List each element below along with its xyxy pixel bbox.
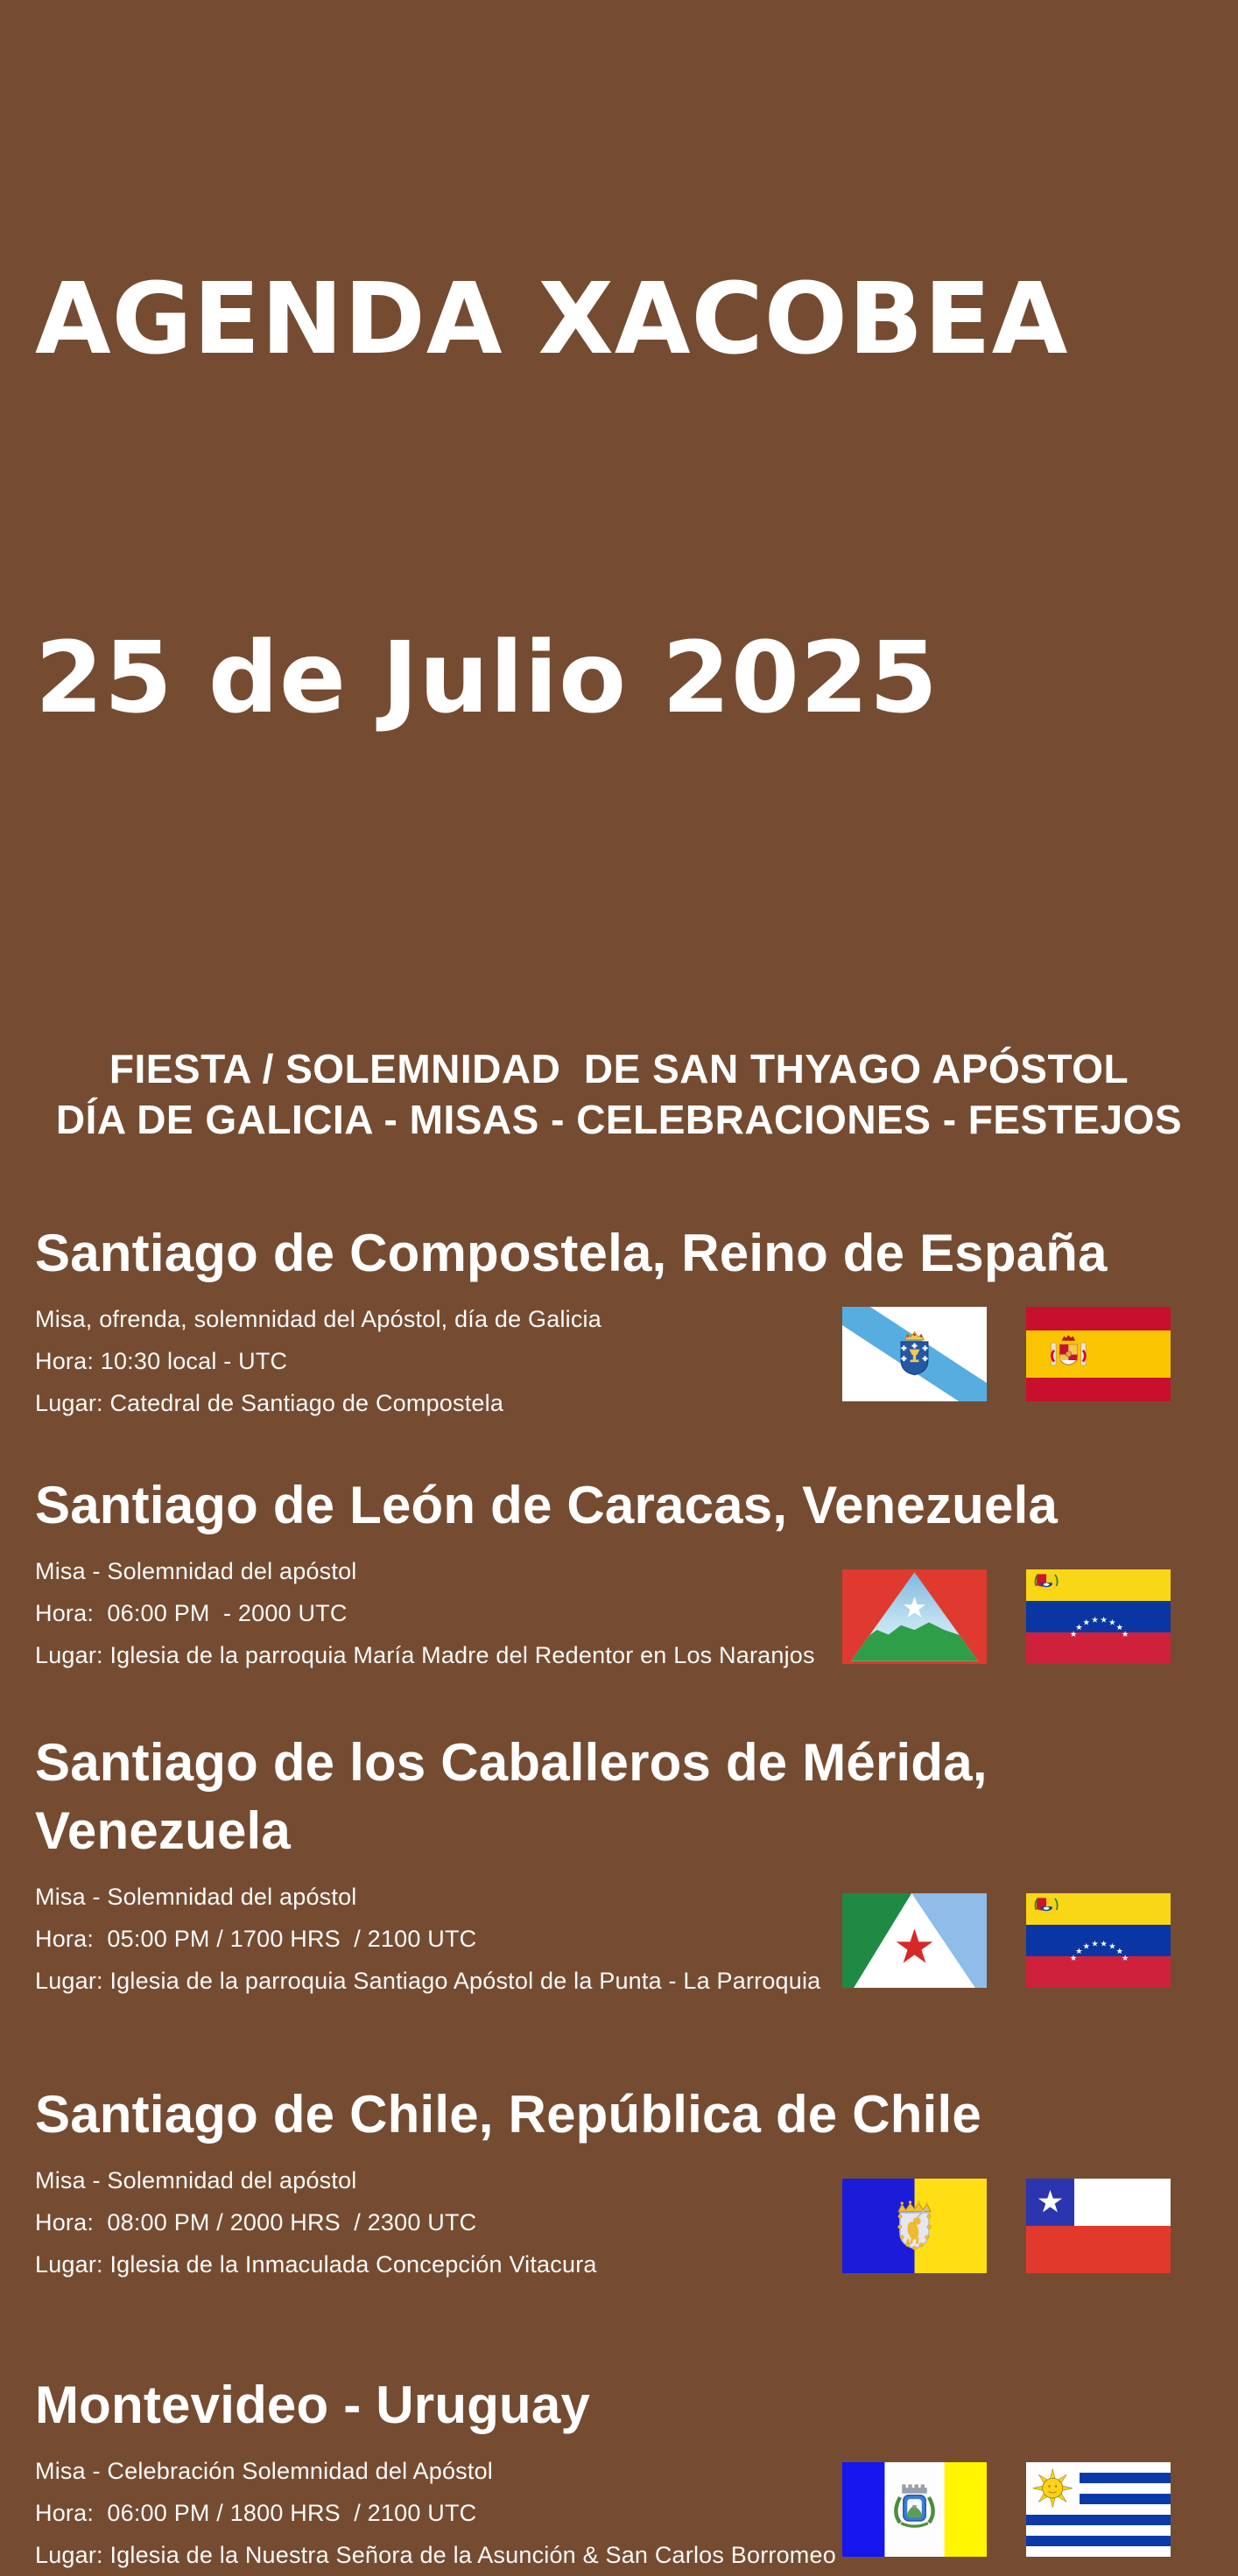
event-detail-line: Hora: 10:30 local - UTC [35, 1347, 288, 1374]
event-details: Misa - Solemnidad del apóstol Hora: 06:0… [35, 1550, 1203, 1676]
event-detail-line: Hora: 06:00 PM - 2000 UTC [35, 1599, 348, 1626]
event-flag-row [842, 1892, 1171, 1988]
event-detail-line: Misa - Solemnidad del apóstol [35, 1883, 357, 1910]
event-city-heading: Santiago de los Caballeros de Mérida, Ve… [35, 1732, 988, 1860]
event-city-heading: Montevideo - Uruguay [35, 2375, 591, 2434]
venezuela-flag [1026, 1569, 1171, 1664]
poster-title: AGENDA XACOBEA 25 de Julio 2025 [35, 21, 1203, 978]
event-section-caracas: Santiago de León de Caracas, Venezuela M… [35, 1471, 1203, 1676]
event-flag-row [842, 2178, 1171, 2273]
title-line-2: 25 de Julio 2025 [35, 621, 939, 736]
event-city-heading: Santiago de Chile, República de Chile [35, 2084, 981, 2144]
event-detail-line: Lugar: Iglesia de la parroquia María Mad… [35, 1641, 815, 1668]
event-detail-line: Lugar: Catedral de Santiago de Compostel… [35, 1389, 504, 1416]
spain-flag [1026, 1306, 1171, 1401]
event-section-montevideo: Montevideo - Uruguay Misa - Celebración … [35, 2371, 1203, 2576]
montevideo-flag [842, 2461, 987, 2557]
caracas-flag [842, 1569, 987, 1664]
event-flag-row [842, 1306, 1171, 1401]
event-detail-line: Misa, ofrenda, solemnidad del Apóstol, d… [35, 1305, 601, 1332]
subtitle-line-1: FIESTA / SOLEMNIDAD DE SAN THYAGO APÓSTO… [109, 1046, 1129, 1091]
uruguay-flag [1026, 2461, 1171, 2557]
event-flag-row [842, 1569, 1171, 1664]
event-detail-line: Misa - Solemnidad del apóstol [35, 1557, 357, 1584]
event-city-heading: Santiago de León de Caracas, Venezuela [35, 1475, 1059, 1534]
chile-flag [1026, 2178, 1171, 2273]
event-section-merida: Santiago de los Caballeros de Mérida, Ve… [35, 1729, 1203, 2002]
event-flag-row [842, 2461, 1171, 2557]
santiago-de-chile-flag [842, 2178, 987, 2273]
title-line-1: AGENDA XACOBEA [35, 263, 1069, 377]
poster-subtitle: FIESTA / SOLEMNIDAD DE SAN THYAGO APÓSTO… [35, 1044, 1203, 1146]
event-section-santiago-chile: Santiago de Chile, República de Chile Mi… [35, 2081, 1203, 2285]
galicia-flag [842, 1306, 987, 1401]
venezuela-flag [1026, 1893, 1171, 1988]
subtitle-line-2: DÍA DE GALICIA - MISAS - CELEBRACIONES -… [55, 1096, 1183, 1142]
event-section-compostela: Santiago de Compostela, Reino de España … [35, 1219, 1203, 1424]
event-city-heading: Santiago de Compostela, Reino de España [35, 1223, 1108, 1282]
merida-flag [842, 1892, 987, 1988]
event-details: Misa, ofrenda, solemnidad del Apóstol, d… [35, 1298, 1203, 1424]
poster: AGENDA XACOBEA 25 de Julio 2025 FIESTA /… [35, 21, 1203, 2576]
